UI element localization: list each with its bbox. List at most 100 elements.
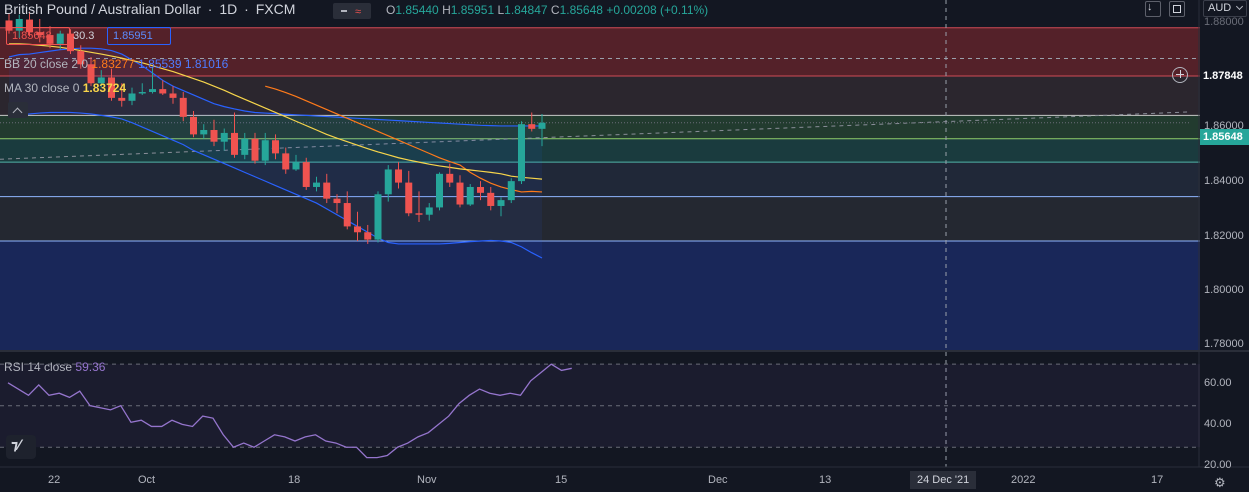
chevron-down-icon bbox=[1235, 2, 1244, 11]
price-tick: 1.88000 bbox=[1204, 16, 1244, 28]
crosshair-price-tag: 1.87848 bbox=[1200, 68, 1249, 84]
candle bbox=[333, 198, 341, 204]
candle bbox=[231, 132, 238, 155]
market-status-pill[interactable]: ≈ bbox=[333, 3, 371, 19]
bb-lower-line bbox=[8, 111, 543, 259]
ohlc-close: 1.85648 bbox=[559, 3, 603, 17]
candle bbox=[128, 93, 136, 101]
retracement-zone bbox=[0, 75, 1200, 116]
candle bbox=[323, 182, 331, 199]
candle bbox=[241, 138, 249, 155]
candle bbox=[354, 226, 361, 233]
candle bbox=[26, 19, 33, 33]
candle bbox=[36, 32, 44, 36]
candle bbox=[374, 194, 382, 240]
retracement-zone bbox=[0, 115, 1200, 139]
candle bbox=[343, 203, 351, 227]
chart-header: British Pound / Australian Dollar · 1D ·… bbox=[4, 1, 296, 17]
candle bbox=[15, 18, 23, 31]
last-price-tag: 1.85648 bbox=[1200, 129, 1249, 145]
chart-settings-button[interactable]: ⚙ bbox=[1214, 474, 1230, 490]
price-tick: 1.82000 bbox=[1204, 230, 1244, 242]
rsi-value: 59.36 bbox=[75, 360, 106, 374]
ma-legend[interactable]: MA 30 close 0 1.83724 bbox=[4, 81, 126, 95]
candle bbox=[497, 200, 505, 206]
candle bbox=[179, 97, 187, 117]
candle bbox=[302, 162, 310, 187]
interval[interactable]: 1D bbox=[219, 1, 238, 17]
candle bbox=[528, 124, 536, 129]
candle bbox=[210, 130, 218, 142]
time-tick: 2022 bbox=[1011, 474, 1036, 486]
retracement-zone bbox=[0, 138, 1200, 163]
candle bbox=[487, 192, 495, 206]
rsi-tick: 60.00 bbox=[1204, 377, 1232, 389]
candle bbox=[518, 124, 525, 182]
bb-label: BB 20 close 2 0 bbox=[4, 57, 89, 71]
rsi-legend[interactable]: RSI 14 close 59.36 bbox=[4, 360, 105, 374]
candle bbox=[159, 89, 167, 94]
chevron-up-icon bbox=[12, 107, 23, 118]
time-tick: 18 bbox=[288, 474, 301, 486]
time-tick: 13 bbox=[819, 474, 832, 486]
bb-legend[interactable]: BB 20 close 2 0 1.83277 1.85539 1.81016 bbox=[4, 57, 228, 71]
maximize-button[interactable] bbox=[1169, 1, 1185, 17]
status-dot-icon bbox=[341, 10, 347, 12]
sell-price-pill[interactable]: 1.85648 bbox=[6, 27, 70, 45]
ohlc-high: 1.85951 bbox=[450, 3, 495, 17]
bb-lower-value: 1.81016 bbox=[184, 57, 229, 71]
data-source: FXCM bbox=[255, 1, 296, 17]
candle bbox=[507, 181, 515, 201]
currency-selector[interactable]: AUD bbox=[1203, 0, 1247, 17]
rsi-label: RSI 14 close bbox=[4, 360, 73, 374]
scroll-down-button[interactable]: ↓ bbox=[1145, 1, 1161, 17]
tv-logo-icon: ⁊⁄ bbox=[11, 438, 21, 454]
candle bbox=[415, 213, 423, 215]
maximize-icon bbox=[1173, 5, 1181, 13]
ma-value: 1.83724 bbox=[82, 81, 127, 95]
price-tick: 1.78000 bbox=[1204, 338, 1244, 350]
collapse-legend-button[interactable] bbox=[8, 102, 28, 118]
spread-value: 30.3 bbox=[73, 30, 95, 42]
candle bbox=[384, 169, 392, 195]
candle bbox=[395, 169, 402, 183]
add-alert-button[interactable] bbox=[1172, 67, 1188, 83]
ohlc-low: 1.84847 bbox=[504, 3, 548, 17]
bb-upper-value: 1.85539 bbox=[138, 57, 182, 71]
candle bbox=[282, 153, 290, 170]
currency-label: AUD bbox=[1208, 2, 1232, 14]
candle bbox=[56, 33, 64, 44]
candle bbox=[446, 173, 454, 183]
gear-icon: ⚙ bbox=[1214, 475, 1226, 490]
candle bbox=[77, 51, 85, 65]
time-tick: 17 bbox=[1151, 474, 1164, 486]
candle bbox=[118, 97, 126, 101]
price-tick: 1.84000 bbox=[1204, 175, 1244, 187]
candle bbox=[292, 162, 300, 170]
symbol-name[interactable]: British Pound / Australian Dollar bbox=[4, 1, 201, 17]
time-tick: 22 bbox=[48, 474, 61, 486]
retracement-zone bbox=[0, 162, 1200, 197]
candle bbox=[364, 232, 372, 240]
rsi-line bbox=[7, 363, 572, 459]
time-tick: Dec bbox=[708, 474, 728, 486]
ohlc-open: 1.85440 bbox=[395, 3, 439, 17]
candle bbox=[108, 77, 115, 98]
candle bbox=[313, 182, 320, 187]
candle bbox=[87, 64, 95, 84]
ohlc-readout: O1.85440 H1.85951 L1.84847 C1.85648 +0.0… bbox=[386, 3, 709, 17]
candle bbox=[436, 173, 443, 208]
crosshair-date-tag: 24 Dec '21 bbox=[910, 471, 977, 489]
candle bbox=[272, 140, 279, 154]
ma-label: MA 30 close 0 bbox=[4, 81, 80, 95]
time-tick: 15 bbox=[555, 474, 568, 486]
retracement-zone bbox=[0, 241, 1200, 351]
candle bbox=[5, 20, 13, 31]
candle bbox=[200, 130, 208, 135]
tradingview-logo[interactable]: ⁊⁄ bbox=[6, 435, 36, 459]
candle bbox=[466, 186, 474, 205]
rsi-tick: 40.00 bbox=[1204, 418, 1232, 430]
candle bbox=[251, 138, 259, 161]
buy-price-pill[interactable]: 1.85951 bbox=[107, 27, 171, 45]
